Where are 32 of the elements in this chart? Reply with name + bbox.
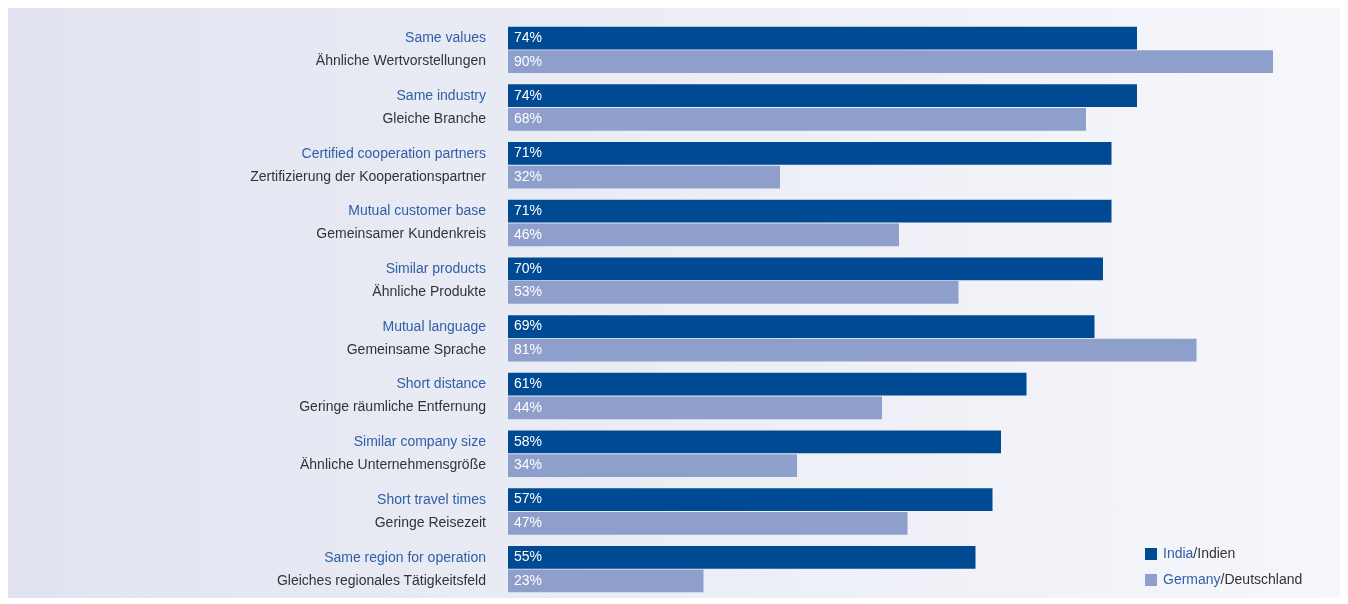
data-label: 74%: [514, 86, 543, 103]
legend-label: Germany/Deutschland: [1163, 570, 1303, 587]
y-tick-label: Same region for operation Gleiches regionales Tätigkeitsfeld: [276, 548, 486, 588]
data-label: 90%: [514, 52, 543, 69]
y-tick-label: Same values Ähnliche Wertvorstellungen: [315, 29, 486, 69]
data-label: 74%: [514, 28, 543, 45]
data-label: 32%: [514, 167, 543, 184]
data-label: 71%: [514, 144, 543, 161]
y-tick-label: Short travel times Geringe Reisezeit: [374, 490, 487, 530]
data-label: 46%: [514, 225, 543, 242]
data-label: 23%: [514, 571, 543, 588]
data-label: 71%: [514, 201, 543, 218]
data-label: 53%: [514, 283, 543, 300]
data-label: 58%: [514, 432, 543, 449]
data-label: 44%: [514, 398, 543, 415]
data-label: 70%: [514, 259, 543, 276]
data-label: 34%: [514, 456, 543, 473]
y-tick-label: Short distance Geringe räumliche Entfernung: [299, 375, 487, 415]
data-label: 61%: [514, 375, 543, 392]
data-label: 68%: [514, 110, 543, 127]
y-tick-label: Mutual language Gemeinsame Sprache: [346, 317, 487, 357]
data-label: 57%: [514, 490, 543, 507]
legend-label: India/Indien: [1163, 544, 1236, 561]
y-tick-label: Similar products Ähnliche Produkte: [372, 260, 487, 300]
data-label: 81%: [514, 341, 543, 358]
data-label: 55%: [514, 548, 543, 565]
y-tick-label: Same industry Gleiche Branche: [382, 86, 487, 126]
y-tick-label: Mutual customer base Gemeinsamer Kundenkreis: [316, 202, 487, 242]
data-label: 47%: [514, 514, 543, 531]
y-tick-label: Certified cooperation partners Zertifizierung der Kooperationspartner: [250, 144, 487, 184]
data-label: 69%: [514, 317, 543, 334]
y-tick-label: Similar company size Ähnliche Unternehmensgröße: [300, 433, 487, 473]
